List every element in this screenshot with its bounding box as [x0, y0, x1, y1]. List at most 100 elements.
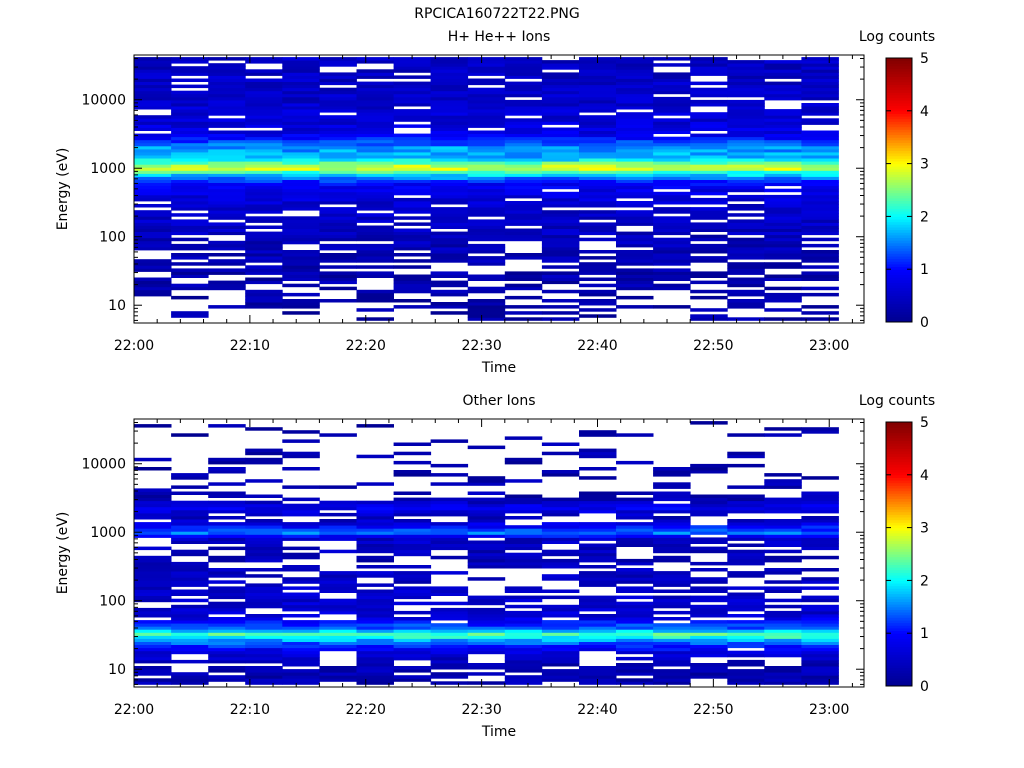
- heatmap-cell: [801, 90, 839, 95]
- heatmap-cell: [764, 503, 802, 508]
- heatmap-cell: [134, 467, 172, 471]
- colorbar-segment: [886, 89, 912, 93]
- heatmap-cell: [467, 246, 506, 251]
- heatmap-cell: [282, 531, 320, 535]
- heatmap-cell: [245, 93, 283, 98]
- colorbar-segment: [886, 311, 912, 315]
- heatmap-cell: [764, 201, 802, 205]
- heatmap-cell: [579, 133, 617, 138]
- x-tick-label: 22:10: [230, 702, 270, 718]
- heatmap-cell: [801, 204, 839, 208]
- heatmap-cell: [282, 145, 320, 150]
- heatmap-cell: [134, 672, 172, 676]
- heatmap-cell: [282, 522, 320, 526]
- heatmap-cell: [319, 164, 357, 168]
- heatmap-cell: [690, 103, 728, 107]
- colorbar-segment: [886, 113, 912, 117]
- colorbar-segment: [886, 208, 912, 212]
- colorbar-segment: [886, 242, 912, 246]
- heatmap-cell: [467, 277, 506, 281]
- heatmap-cell: [467, 204, 506, 208]
- heatmap-cell: [579, 491, 617, 495]
- colorbar-segment: [886, 517, 912, 521]
- heatmap-cell: [504, 479, 543, 483]
- heatmap-cell: [282, 207, 320, 211]
- heatmap-cell: [356, 598, 394, 603]
- heatmap-cell: [801, 595, 839, 600]
- colorbar-segment: [886, 258, 912, 262]
- heatmap-cell: [430, 253, 469, 257]
- heatmap-cell: [467, 663, 506, 667]
- heatmap-cell: [541, 148, 580, 153]
- heatmap-cell: [579, 494, 617, 498]
- heatmap-cell: [393, 632, 432, 636]
- heatmap-cell: [171, 525, 209, 529]
- heatmap-cell: [504, 158, 543, 162]
- heatmap-cell: [134, 87, 172, 92]
- heatmap-cell: [171, 476, 209, 480]
- heatmap-cell: [282, 115, 320, 119]
- y-tick-label: 100: [99, 594, 126, 610]
- heatmap-cell: [504, 136, 543, 141]
- x-tick-label: 22:00: [114, 338, 154, 354]
- heatmap-cell: [134, 139, 172, 144]
- heatmap-cell: [282, 259, 320, 263]
- heatmap-cell: [467, 626, 506, 630]
- colorbar-segment: [886, 635, 912, 639]
- heatmap-cell: [393, 571, 432, 575]
- heatmap-cell: [134, 546, 172, 551]
- heatmap-cell: [727, 525, 765, 529]
- heatmap-cell: [356, 219, 394, 223]
- heatmap-cell: [504, 99, 543, 104]
- heatmap-cell: [801, 647, 839, 652]
- heatmap-cell: [208, 118, 246, 122]
- heatmap-cell: [393, 231, 432, 236]
- heatmap-cell: [690, 580, 728, 584]
- colorbar-segment: [886, 269, 912, 273]
- heatmap-cell: [319, 519, 357, 523]
- heatmap-cell: [282, 534, 320, 538]
- heatmap-cell: [504, 531, 543, 535]
- heatmap-cell: [282, 598, 320, 603]
- heatmap-cell: [690, 155, 728, 159]
- heatmap-cell: [467, 503, 506, 508]
- heatmap-cell: [764, 66, 802, 70]
- heatmap-cell: [282, 164, 320, 168]
- heatmap-cell: [208, 470, 246, 474]
- heatmap-cell: [171, 681, 209, 685]
- heatmap-cell: [616, 534, 654, 538]
- heatmap-cell: [764, 589, 802, 593]
- heatmap-cell: [690, 653, 728, 658]
- heatmap-cell: [319, 246, 357, 251]
- heatmap-cell: [541, 109, 580, 113]
- heatmap-cell: [430, 681, 469, 685]
- heatmap-cell: [653, 485, 691, 489]
- heatmap-cell: [171, 246, 209, 251]
- heatmap-cell: [541, 66, 580, 70]
- heatmap-cell: [393, 118, 432, 122]
- heatmap-cell: [282, 194, 320, 199]
- heatmap-cell: [764, 167, 802, 171]
- heatmap-cell: [430, 246, 469, 251]
- heatmap-cell: [467, 207, 506, 211]
- heatmap-cell: [653, 497, 691, 502]
- heatmap-cell: [245, 204, 283, 208]
- heatmap-cell: [764, 253, 802, 257]
- heatmap-cell: [430, 509, 469, 514]
- heatmap-cell: [356, 72, 394, 76]
- colorbar-segment: [886, 160, 912, 165]
- heatmap-cell: [430, 145, 469, 150]
- heatmap-cell: [541, 237, 580, 242]
- heatmap-cell: [430, 663, 469, 667]
- heatmap-cell: [430, 623, 469, 627]
- heatmap-cell: [430, 57, 469, 61]
- heatmap-cell: [764, 176, 802, 180]
- heatmap-cell: [393, 66, 432, 70]
- heatmap-cell: [653, 152, 691, 156]
- heatmap-cell: [467, 109, 506, 113]
- heatmap-cell: [616, 586, 654, 590]
- heatmap-cell: [245, 96, 283, 101]
- heatmap-cell: [245, 268, 283, 272]
- heatmap-cell: [393, 617, 432, 621]
- heatmap-cell: [356, 164, 394, 168]
